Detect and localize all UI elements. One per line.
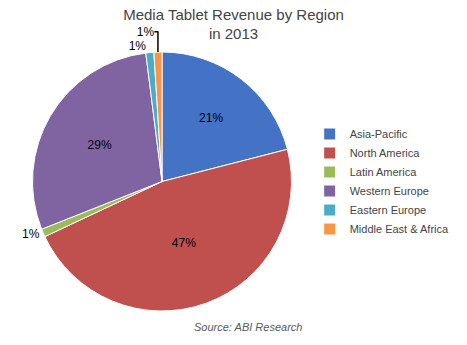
svg-text:Asia-Pacific: Asia-Pacific: [350, 128, 408, 140]
svg-text:21%: 21%: [199, 111, 223, 125]
svg-text:Source: ABI Research: Source: ABI Research: [194, 321, 302, 333]
svg-text:1%: 1%: [22, 227, 40, 241]
svg-text:Middle East & Africa: Middle East & Africa: [350, 223, 449, 235]
svg-text:Eastern Europe: Eastern Europe: [350, 204, 426, 216]
svg-text:29%: 29%: [88, 138, 112, 152]
svg-text:Media Tablet Revenue by Region: Media Tablet Revenue by Regionin 2013: [123, 6, 344, 43]
svg-text:Western Europe: Western Europe: [350, 185, 429, 197]
svg-text:47%: 47%: [172, 236, 196, 250]
svg-text:North America: North America: [350, 147, 421, 159]
svg-text:1%: 1%: [137, 25, 155, 39]
svg-text:1%: 1%: [129, 39, 147, 53]
svg-text:Latin America: Latin America: [350, 166, 418, 178]
